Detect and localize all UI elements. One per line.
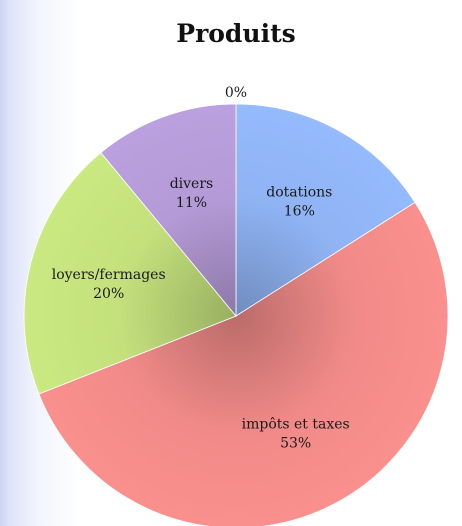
slice-label-loyers-fermages: loyers/fermages 20% bbox=[52, 267, 166, 302]
slice-label-divers: divers 11% bbox=[170, 176, 214, 211]
slice-label-impots-et-taxes: impôts et taxes 53% bbox=[242, 417, 350, 452]
pie-slice-loyers-fermages bbox=[23, 152, 237, 395]
pie-slice-divers bbox=[100, 103, 237, 318]
slice-label-dotations: dotations 16% bbox=[266, 184, 332, 219]
pie-slice-impots-et-taxes bbox=[38, 201, 449, 526]
slices-layer bbox=[23, 103, 449, 526]
labels-layer: dotations 16% impôts et taxes 53% loyers/fer… bbox=[52, 85, 350, 452]
slice-label-zero-4: 0% bbox=[225, 85, 247, 101]
pie-slice-dotations bbox=[235, 103, 416, 317]
chart-title: Produits bbox=[176, 19, 295, 48]
